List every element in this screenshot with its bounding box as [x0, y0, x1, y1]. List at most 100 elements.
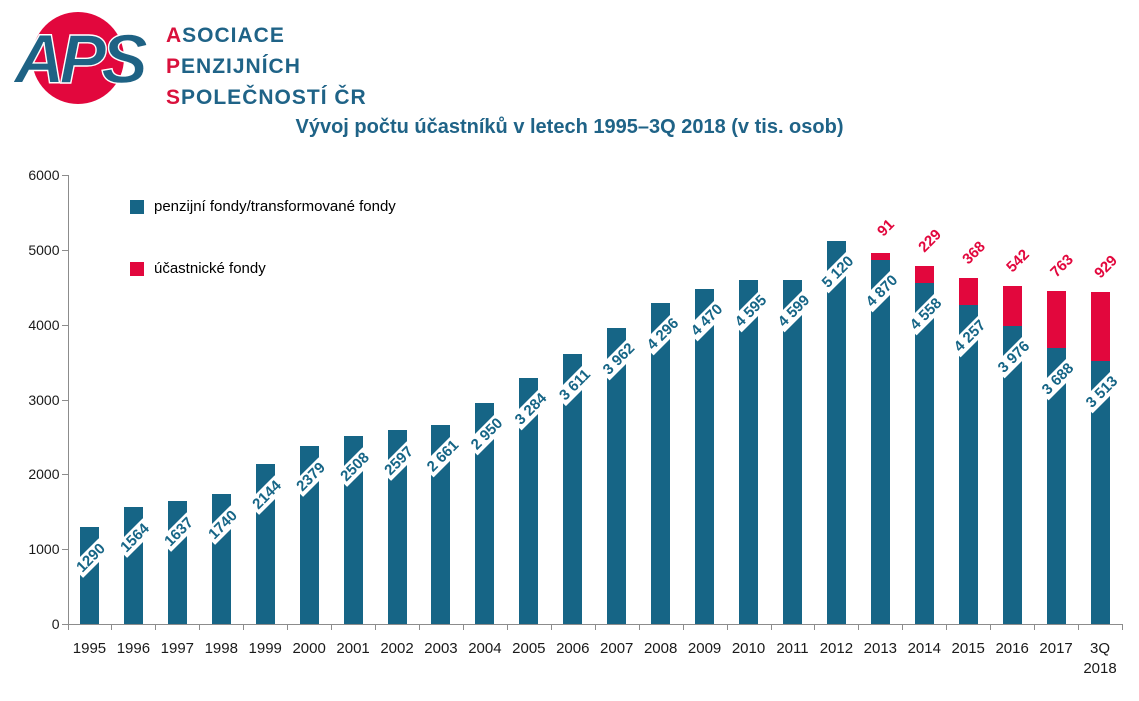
x-axis-label: 2008 — [643, 640, 678, 657]
x-axis-label: 2001 — [336, 640, 370, 657]
bar-segment-base — [607, 327, 627, 624]
org-initial: S — [166, 86, 182, 109]
legend-swatch — [130, 261, 144, 276]
legend-label: penzijní fondy/transformované fondy — [154, 198, 396, 215]
x-axis-label: 2007 — [600, 640, 634, 657]
x-tick — [1078, 624, 1080, 630]
x-axis-label: 2014 — [907, 640, 941, 657]
y-axis-label: 3000 — [28, 391, 60, 408]
x-axis-label: 3Q 2018 — [1083, 640, 1117, 677]
x-tick — [243, 624, 245, 630]
stacked-value-label: 91 — [874, 215, 899, 240]
bar-segment-base — [475, 403, 495, 624]
x-tick — [419, 624, 420, 630]
x-axis-label: 2017 — [1039, 640, 1073, 657]
y-axis-label: 0 — [51, 616, 60, 632]
x-tick — [199, 624, 201, 630]
x-axis-label: 2005 — [512, 640, 546, 657]
x-axis-label: 2003 — [424, 640, 458, 657]
x-tick — [902, 624, 904, 630]
org-rest: POLEČNOSTÍ ČR — [181, 86, 367, 109]
x-tick — [155, 624, 157, 630]
x-axis-label: 2010 — [731, 640, 766, 657]
x-axis-label: 2011 — [776, 640, 809, 657]
stacked-value-label: 929 — [1091, 251, 1121, 282]
y-tick — [61, 175, 68, 176]
bar-segment-base — [739, 280, 759, 624]
org-name-line: PENZIJNÍCH — [166, 51, 367, 82]
legend-label: účastnické fondy — [154, 260, 266, 277]
legend-item: penzijní fondy/transformované fondy — [130, 198, 396, 215]
x-tick — [682, 624, 684, 630]
org-rest: ENZIJNÍCH — [181, 55, 301, 78]
bar-segment-base — [563, 353, 583, 624]
org-name-line: SPOLEČNOSTÍ ČR — [166, 82, 367, 113]
bar-segment-base — [782, 279, 802, 624]
x-axis-label: 2012 — [819, 640, 854, 657]
x-tick — [1122, 624, 1123, 630]
bar-segment-stacked — [914, 265, 934, 283]
aps-logo: APS — [14, 12, 153, 104]
x-axis-label: 2002 — [380, 640, 414, 657]
y-tick — [61, 324, 68, 326]
x-tick — [726, 624, 728, 630]
bar-segment-base — [1002, 326, 1022, 624]
x-axis-label: 1998 — [204, 640, 238, 657]
x-axis-label: 2009 — [687, 640, 722, 657]
bar-segment-base — [826, 240, 846, 624]
x-axis-label: 1995 — [72, 640, 107, 657]
bar-segment-base — [651, 302, 671, 624]
x-tick — [550, 624, 552, 630]
bar-segment-base — [519, 378, 539, 624]
org-initial: A — [166, 24, 183, 47]
y-axis-label: 2000 — [28, 466, 60, 483]
org-name: ASOCIACE PENZIJNÍCH SPOLEČNOSTÍ ČR — [166, 20, 367, 113]
legend-item: účastnické fondy — [130, 260, 266, 277]
x-tick — [111, 624, 113, 630]
x-axis-label: 1997 — [160, 640, 195, 657]
y-axis-label: 6000 — [28, 167, 60, 183]
x-axis-label: 2004 — [468, 640, 502, 657]
x-tick — [638, 624, 640, 630]
logo-circle — [32, 12, 124, 104]
org-initial: P — [166, 55, 182, 78]
x-tick — [331, 624, 333, 630]
bar-segment-stacked — [1002, 285, 1022, 327]
bar-segment-base — [870, 259, 890, 624]
y-axis — [67, 175, 69, 624]
legend-swatch — [130, 199, 144, 214]
y-tick — [61, 549, 68, 551]
x-tick — [858, 624, 860, 630]
x-tick — [375, 624, 377, 630]
x-tick — [770, 624, 772, 630]
x-tick — [814, 624, 816, 630]
x-axis-label: 2016 — [995, 640, 1029, 657]
x-tick — [506, 624, 508, 630]
x-axis-label: 2015 — [951, 640, 985, 657]
x-tick — [462, 624, 464, 630]
bar-segment-stacked — [870, 252, 890, 260]
bar-segment-base — [914, 282, 934, 624]
x-axis-label: 1996 — [116, 640, 151, 657]
y-tick — [61, 399, 68, 401]
stacked-value-label: 229 — [915, 225, 946, 256]
stacked-value-label: 763 — [1047, 251, 1077, 281]
org-rest: SOCIACE — [182, 24, 285, 47]
bar-segment-stacked — [958, 277, 978, 306]
stacked-value-label: 542 — [1003, 246, 1034, 276]
x-tick — [1034, 624, 1036, 630]
x-tick — [67, 624, 69, 630]
logo-letters: APS — [14, 20, 147, 98]
x-tick — [594, 624, 596, 630]
chart-title: Vývoj počtu účastníků v letech 1995–3Q 2… — [295, 116, 844, 138]
x-tick — [946, 624, 948, 630]
y-axis-label: 1000 — [28, 541, 60, 558]
x-tick — [990, 624, 992, 630]
x-axis-label: 2013 — [863, 640, 898, 657]
x-axis-label: 1999 — [248, 640, 282, 657]
x-axis-label: 2006 — [556, 640, 590, 657]
bar-segment-stacked — [1090, 291, 1110, 362]
bar-segment-base — [695, 289, 715, 624]
bar-segment-base — [1046, 348, 1066, 624]
